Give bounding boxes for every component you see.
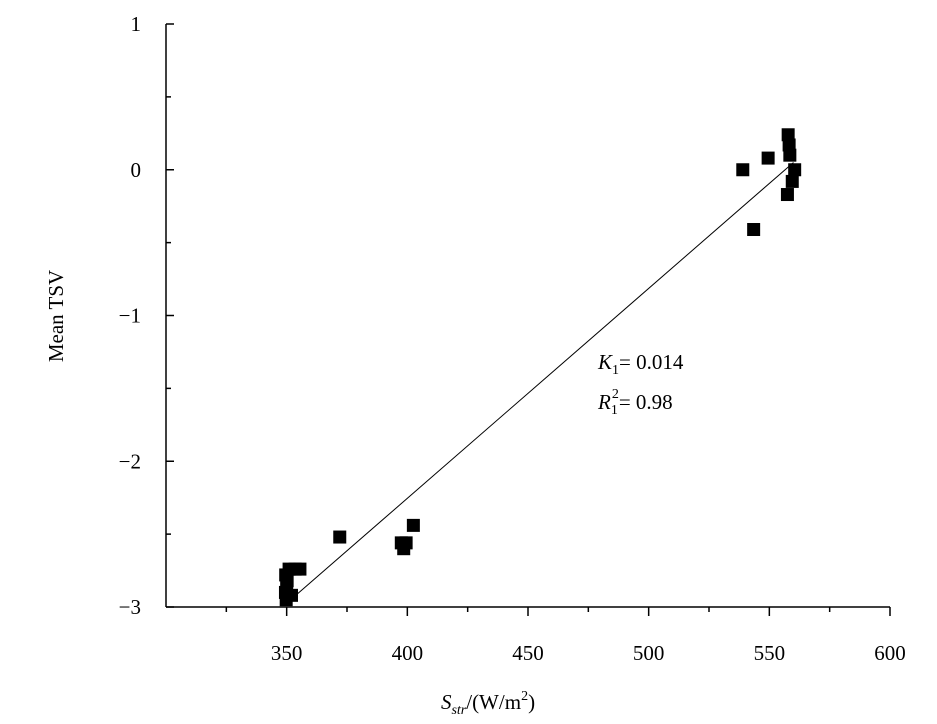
regression-line [288,162,794,602]
data-point [761,151,775,165]
data-point [780,188,794,202]
y-tick-label: 0 [131,158,142,182]
k-annotation: K1= 0.014 [597,350,684,378]
data-point [293,562,307,576]
y-tick-label: −3 [119,595,141,619]
x-tick-label: 500 [633,641,665,665]
y-tick-label: −2 [119,449,141,473]
x-tick-label: 600 [874,641,906,665]
data-point [783,148,797,162]
data-points [278,128,802,607]
data-point [782,138,796,152]
data-point [399,536,413,550]
y-tick-label: −1 [119,304,141,328]
data-point [747,223,761,237]
data-point [785,174,799,188]
x-tick-label: 450 [512,641,544,665]
data-point [736,163,750,177]
data-point [788,163,802,177]
x-axis-title: Sstr/(W/m2) [441,689,535,718]
x-tick-label: 350 [271,641,303,665]
x-axis-ticks: 350 400 450 500 550 600 [225,607,906,665]
data-point [781,128,795,142]
r-squared-annotation: R12= 0.98 [597,387,673,418]
x-tick-label: 400 [392,641,424,665]
y-axis-ticks: 1 0 −1 −2 −3 [119,12,174,619]
data-point [333,530,347,544]
y-axis-title: Mean TSV [44,270,68,362]
data-point [406,518,420,532]
y-tick-label: 1 [131,12,142,36]
data-point [284,588,298,602]
x-tick-label: 550 [754,641,786,665]
